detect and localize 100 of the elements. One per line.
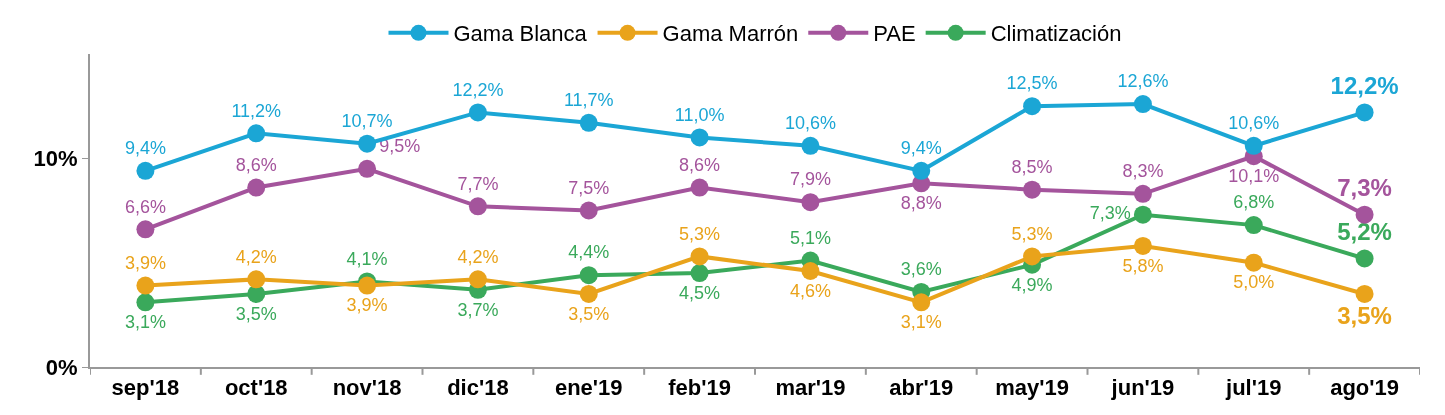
data-label: 4,2% [235, 246, 277, 267]
point [912, 161, 931, 180]
point [801, 193, 820, 212]
point [1023, 247, 1042, 266]
data-label: 5,8% [1122, 255, 1164, 276]
point [468, 270, 487, 289]
x-tick-label: sep'18 [111, 375, 180, 401]
point [468, 103, 487, 122]
point [1244, 216, 1263, 235]
data-label: 3,6% [900, 259, 942, 280]
data-label: 7,9% [789, 169, 831, 190]
x-tick-label: feb'19 [668, 375, 731, 401]
data-label: 9,4% [124, 138, 166, 159]
point [136, 161, 155, 180]
point [579, 266, 598, 285]
x-tick-label: mar'19 [775, 375, 846, 401]
data-label: 3,5% [235, 303, 277, 324]
data-label: 4,5% [679, 282, 721, 303]
data-label: 7,7% [457, 173, 499, 194]
point [358, 134, 377, 153]
data-label: 3,9% [346, 295, 388, 316]
point [136, 220, 155, 239]
legend-label: PAE [873, 21, 916, 47]
data-label: 9,4% [900, 138, 942, 159]
data-label: 3,5% [1337, 302, 1392, 330]
data-label: 8,3% [1122, 161, 1164, 182]
data-label: 6,6% [124, 196, 166, 217]
data-label: 8,6% [679, 154, 721, 175]
point [1023, 180, 1042, 199]
data-label: 5,3% [1011, 223, 1053, 244]
data-label: 5,1% [789, 227, 831, 248]
x-tick-label: may'19 [995, 375, 1069, 401]
data-label: 4,9% [1011, 274, 1053, 295]
data-label: 3,1% [900, 312, 942, 333]
point [1133, 205, 1152, 224]
point [1355, 284, 1374, 303]
x-tick-label: ene'19 [554, 375, 623, 401]
point [247, 270, 266, 289]
data-label: 10,1% [1228, 166, 1280, 186]
data-label: 8,6% [235, 154, 277, 175]
x-tick-label: abr'19 [889, 375, 954, 401]
point [801, 262, 820, 280]
data-label: 5,0% [1233, 272, 1275, 293]
point [1133, 236, 1152, 255]
data-label: 5,3% [679, 223, 721, 244]
data-label: 10,7% [341, 110, 393, 131]
point [912, 293, 931, 312]
point [1244, 253, 1263, 272]
point [358, 276, 377, 295]
point [690, 178, 709, 197]
point [1133, 184, 1152, 203]
x-tick-label: oct'18 [224, 375, 288, 401]
data-label: 7,3% [1337, 174, 1392, 202]
x-tick-label: ago'19 [1330, 375, 1399, 401]
x-tick-label: jun'19 [1110, 375, 1175, 401]
data-label: 7,3% [1089, 203, 1131, 224]
data-label: 11,0% [674, 104, 725, 125]
data-label: 11,7% [563, 90, 614, 111]
point [136, 293, 155, 312]
legend-label: Climatización [990, 21, 1122, 47]
data-label: 12,2% [1330, 72, 1399, 100]
point [1355, 249, 1374, 268]
y-tick-label: 0% [45, 354, 78, 380]
data-label: 9,5% [379, 136, 421, 157]
data-label: 3,9% [124, 252, 166, 273]
point [690, 247, 709, 266]
point [1244, 136, 1263, 155]
data-label: 6,8% [1233, 192, 1275, 213]
data-label: 4,1% [346, 248, 388, 269]
data-label: 4,2% [457, 246, 499, 267]
legend-label: Gama Blanca [453, 21, 588, 47]
point [1355, 103, 1374, 122]
x-tick-label: jul'19 [1225, 375, 1282, 401]
x-tick-label: nov'18 [332, 375, 402, 401]
y-tick-label: 10% [33, 146, 78, 172]
point [136, 276, 155, 295]
x-tick-label: dic'18 [447, 375, 509, 401]
data-label: 5,2% [1337, 218, 1392, 246]
data-label: 4,6% [789, 280, 831, 301]
data-label: 12,2% [452, 79, 504, 100]
data-label: 8,8% [900, 193, 942, 214]
point [801, 136, 820, 155]
data-label: 8,5% [1011, 156, 1053, 177]
point [579, 284, 598, 303]
point [579, 201, 598, 220]
point [247, 178, 266, 197]
data-label: 3,1% [124, 312, 166, 333]
data-label: 10,6% [784, 113, 836, 134]
data-label: 3,5% [568, 303, 610, 324]
data-label: 11,2% [231, 100, 282, 121]
point [468, 197, 487, 216]
point [1133, 95, 1152, 114]
data-label: 3,7% [457, 299, 499, 320]
data-label: 12,5% [1006, 73, 1058, 94]
point [690, 264, 709, 283]
point [690, 128, 709, 147]
data-label: 4,4% [568, 242, 610, 263]
data-label: 10,6% [1228, 113, 1280, 134]
point [579, 113, 598, 132]
point [1355, 205, 1374, 224]
